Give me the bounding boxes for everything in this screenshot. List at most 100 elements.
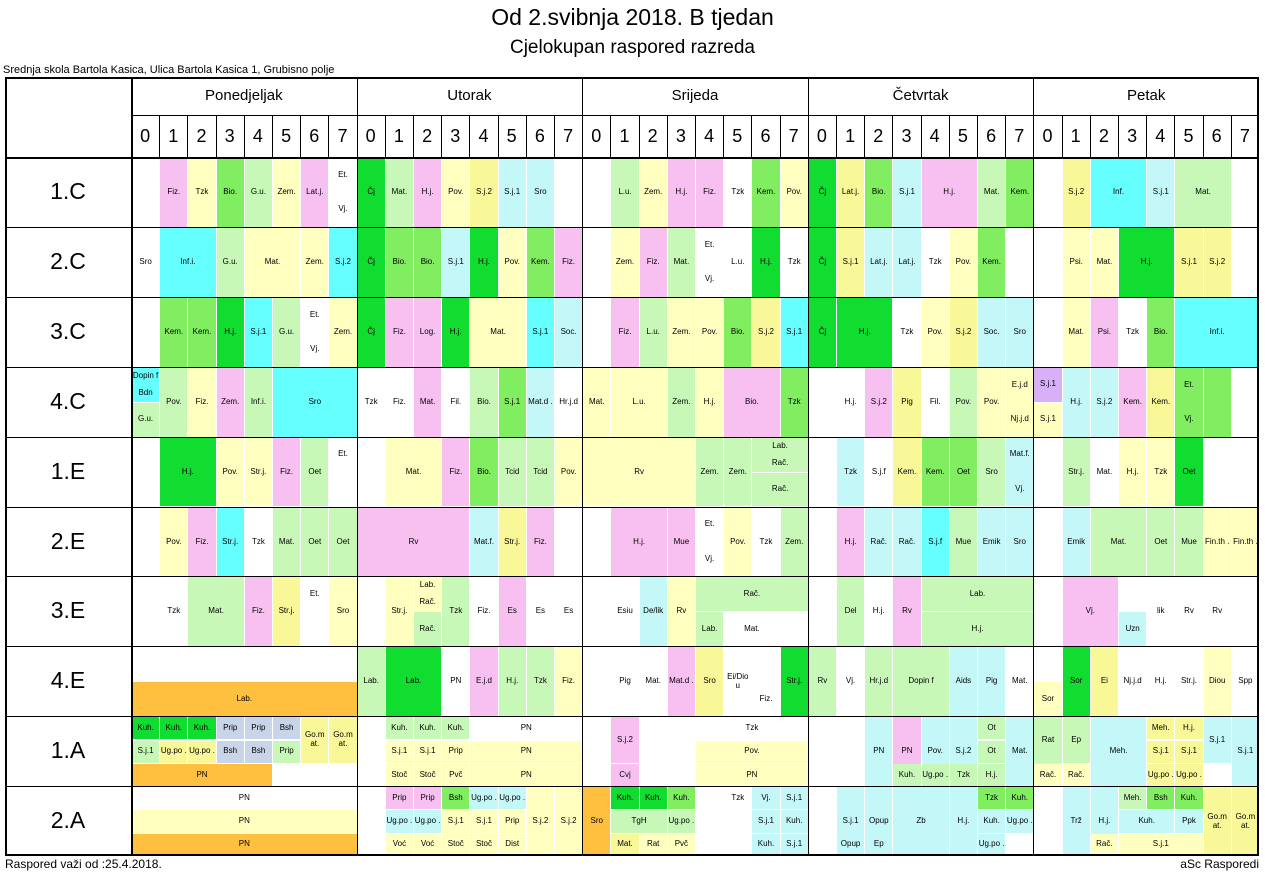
lesson-cell[interactable]: H.j.	[921, 612, 1034, 647]
lesson-cell[interactable]: Tcid	[498, 437, 526, 507]
lesson-cell[interactable]: Fiz.	[639, 227, 667, 297]
lesson-cell[interactable]: Sro	[526, 158, 554, 227]
lesson-cell[interactable]: Dopin f Bdn	[132, 367, 160, 402]
lesson-cell[interactable]: S.j.1	[1175, 740, 1203, 763]
lesson-cell[interactable]: Čj	[808, 158, 836, 227]
lesson-cell[interactable]: PN	[865, 717, 893, 787]
lesson-cell[interactable]: Bsh	[442, 787, 470, 810]
lesson-cell[interactable]: S.j.1	[1231, 717, 1259, 787]
lesson-cell[interactable]: Tzk	[526, 647, 554, 717]
lesson-cell[interactable]: Rv	[583, 437, 695, 507]
lesson-cell[interactable]: Meh.	[1090, 717, 1147, 787]
lesson-cell[interactable]: Kuh.	[385, 717, 413, 740]
lesson-cell[interactable]: S.j.1	[498, 158, 526, 227]
lesson-cell[interactable]: Oet	[949, 437, 977, 507]
lesson-cell[interactable]: L.u.	[724, 228, 751, 297]
lesson-cell[interactable]: Es	[498, 577, 526, 647]
lesson-cell[interactable]: S.j.f	[865, 438, 892, 507]
lesson-cell[interactable]: Ug.po .	[385, 810, 413, 833]
lesson-cell[interactable]: Ot	[978, 740, 1006, 763]
lesson-cell[interactable]: Fiz.	[273, 437, 301, 507]
lesson-cell[interactable]: S.j.1	[132, 740, 160, 763]
lesson-cell[interactable]: Tzk	[837, 437, 865, 507]
lesson-cell[interactable]: H.j.	[837, 507, 865, 577]
lesson-cell[interactable]: H.j.	[470, 227, 498, 297]
lesson-cell[interactable]: S.j.1	[893, 158, 921, 227]
lesson-cell[interactable]: Zem.	[301, 227, 329, 297]
lesson-cell[interactable]: Sro	[329, 577, 357, 647]
lesson-cell[interactable]: Mat.f. Vj.	[1006, 437, 1034, 507]
lesson-cell[interactable]: Opup	[837, 833, 865, 856]
lesson-cell[interactable]: Rač.	[696, 577, 808, 612]
lesson-cell[interactable]: Ug.po .	[414, 810, 442, 833]
lesson-cell[interactable]: Uzn	[1119, 612, 1147, 647]
lesson-cell[interactable]: Et. Vj.	[696, 228, 723, 297]
lesson-cell[interactable]: Lat.j.	[301, 158, 329, 227]
lesson-cell[interactable]: Voć	[414, 833, 442, 856]
lesson-cell[interactable]: Rv	[1204, 577, 1231, 646]
lesson-cell[interactable]: Pov.	[216, 437, 244, 507]
lesson-cell[interactable]: Soc.	[978, 297, 1006, 367]
lesson-cell[interactable]: S.j.2	[865, 367, 893, 437]
lesson-cell[interactable]: Stoč	[442, 833, 470, 856]
lesson-cell[interactable]: Str.j.	[385, 577, 413, 647]
lesson-cell[interactable]: Lab.	[921, 577, 1034, 612]
lesson-cell[interactable]: Vj.	[752, 787, 780, 810]
lesson-cell[interactable]: Bsh	[273, 717, 301, 740]
lesson-cell[interactable]: S.j.1	[780, 297, 808, 367]
lesson-cell[interactable]: Lab.	[385, 647, 442, 717]
lesson-cell[interactable]: S.j.2	[1090, 367, 1118, 437]
lesson-cell[interactable]: Str.j.	[1062, 437, 1090, 507]
lesson-cell[interactable]: Et.	[301, 577, 328, 611]
lesson-cell[interactable]: Lat.j.	[865, 227, 893, 297]
lesson-cell[interactable]: Kuh.	[442, 717, 470, 740]
lesson-cell[interactable]: Pig	[611, 647, 638, 716]
lesson-cell[interactable]: L.u.	[611, 158, 639, 227]
lesson-cell[interactable]: Emik	[1062, 507, 1090, 577]
lesson-cell[interactable]: Kuh.	[978, 810, 1006, 833]
lesson-cell[interactable]: Kem.	[1147, 367, 1175, 437]
lesson-cell[interactable]: Ug.po .	[160, 740, 188, 763]
lesson-cell[interactable]: H.j.	[949, 787, 977, 856]
lesson-cell[interactable]: Inf.i.	[244, 367, 272, 437]
lesson-cell[interactable]: Ug.po .	[921, 763, 949, 787]
lesson-cell[interactable]: Tzk	[978, 787, 1006, 810]
lesson-cell[interactable]: Oet	[329, 507, 357, 577]
lesson-cell[interactable]: S.j.1	[1034, 402, 1062, 437]
lesson-cell[interactable]: Kuh.	[667, 787, 695, 810]
lesson-cell[interactable]: Bio.	[724, 367, 780, 437]
lesson-cell[interactable]: Zem.	[724, 437, 752, 507]
lesson-cell[interactable]: Fiz.	[526, 507, 554, 577]
lesson-cell[interactable]: Ei	[1090, 647, 1118, 717]
lesson-cell[interactable]: S.j.1	[442, 810, 470, 833]
lesson-cell[interactable]: Prip	[216, 717, 244, 740]
lesson-cell[interactable]: Tzk	[696, 717, 808, 739]
lesson-cell[interactable]: lik	[1147, 577, 1174, 646]
lesson-cell[interactable]: Čj	[357, 227, 385, 297]
lesson-cell[interactable]	[1232, 577, 1259, 646]
lesson-cell[interactable]: H.j.	[696, 367, 724, 437]
lesson-cell[interactable]: H.j.	[837, 368, 864, 437]
lesson-cell[interactable]: Bsh	[244, 740, 272, 763]
lesson-cell[interactable]: Mat.	[724, 612, 779, 646]
lesson-cell[interactable]: Mat.d .	[526, 367, 554, 437]
lesson-cell[interactable]: H.j.	[414, 158, 442, 227]
lesson-cell[interactable]: S.j.1	[498, 367, 526, 437]
lesson-cell[interactable]: Oet	[1175, 437, 1203, 507]
lesson-cell[interactable]: Vj.	[837, 647, 864, 716]
lesson-cell[interactable]: Inf.i.	[160, 227, 216, 297]
lesson-cell[interactable]: Tzk	[893, 298, 920, 367]
lesson-cell[interactable]: Fiz.	[470, 577, 497, 646]
lesson-cell[interactable]	[1232, 368, 1259, 437]
lesson-cell[interactable]: Sro	[273, 367, 357, 437]
lesson-cell[interactable]: S.j.2	[611, 717, 639, 763]
lesson-cell[interactable]: Stoč	[385, 763, 413, 787]
lesson-cell[interactable]: Mue	[667, 507, 695, 577]
lesson-cell[interactable]: Oet	[1147, 507, 1175, 577]
lesson-cell[interactable]: Pov.	[498, 227, 526, 297]
lesson-cell[interactable]: Mat.	[273, 507, 301, 577]
lesson-cell[interactable]: Mat.	[667, 227, 695, 297]
lesson-cell[interactable]: Tzk	[1119, 298, 1146, 367]
lesson-cell[interactable]: S.j.2	[752, 297, 780, 367]
lesson-cell[interactable]: Rač.	[752, 472, 808, 507]
